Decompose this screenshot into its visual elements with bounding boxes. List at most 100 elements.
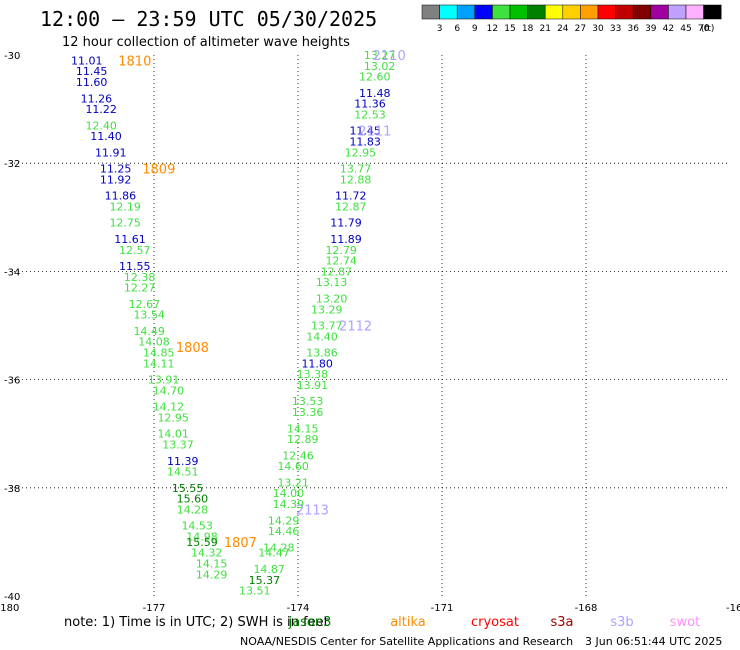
colorbar-label: 27 xyxy=(575,24,586,34)
wave-height-label: 12.75 xyxy=(109,217,141,230)
wave-height-label: 14.32 xyxy=(191,547,223,560)
y-tick-label: -36 xyxy=(4,376,20,387)
wave-height-label: 13.77 xyxy=(340,163,372,176)
colorbar-swatch xyxy=(650,4,669,20)
wave-height-label: 11.60 xyxy=(76,76,108,89)
wave-height-label: 12.89 xyxy=(287,433,319,446)
wave-height-label: 14.28 xyxy=(177,503,209,516)
wave-height-label: 14.15 xyxy=(287,422,319,435)
colorbar-swatch xyxy=(615,4,634,20)
mission-label: s3a xyxy=(550,615,573,630)
wave-height-label: 14.29 xyxy=(196,568,228,581)
wave-height-label: 13.29 xyxy=(311,303,343,316)
wave-height-label: 14.70 xyxy=(153,384,185,397)
wave-height-label: 11.45 xyxy=(76,65,108,78)
colorbar-label: 30 xyxy=(592,24,604,34)
wave-height-label: 13.02 xyxy=(364,60,396,73)
wave-height-label: 12.46 xyxy=(282,449,314,462)
colorbar-swatch xyxy=(456,4,476,20)
wave-height-label: 11.26 xyxy=(81,92,113,105)
colorbar-label: 33 xyxy=(610,24,621,34)
track-label: 2113 xyxy=(296,503,329,518)
x-tick-label: -174 xyxy=(287,603,310,614)
wave-height-label: 14.15 xyxy=(196,558,228,571)
track-labels: 1810 1809 1808 1807 2110 2111 2112 2113 xyxy=(118,49,405,551)
colorbar-swatch xyxy=(703,4,722,20)
wave-height-label: 15.55 xyxy=(172,482,204,495)
colorbar-swatch xyxy=(544,4,564,20)
x-tick-label: -177 xyxy=(143,603,166,614)
track-label: 1810 xyxy=(118,54,151,69)
wave-height-label: 11.72 xyxy=(335,190,367,203)
y-tick-label: -30 xyxy=(4,51,20,62)
chart-subtitle: 12 hour collection of altimeter wave hei… xyxy=(62,35,350,50)
colorbar-swatch xyxy=(562,4,581,20)
wave-height-label: 12.27 xyxy=(124,282,156,295)
x-tick-label: -168 xyxy=(575,603,598,614)
wave-height-label: 11.79 xyxy=(330,217,362,230)
footer-timestamp: 3 Jun 06:51:44 UTC 2025 xyxy=(585,635,722,648)
wave-height-label: 12.53 xyxy=(354,109,386,122)
wave-height-label: 13.37 xyxy=(162,439,194,452)
wave-height-label: 12.95 xyxy=(157,411,189,424)
wave-height-label: 11.22 xyxy=(85,103,117,116)
wave-height-label: 15.60 xyxy=(177,493,209,506)
chart-title: 12:00 — 23:59 UTC 05/30/2025 xyxy=(40,7,377,31)
wave-height-label: 13.51 xyxy=(239,585,271,598)
wave-height-label: 14.11 xyxy=(143,357,175,370)
wave-height-label: 15.37 xyxy=(249,574,281,587)
wave-height-label: 13.38 xyxy=(297,368,329,381)
colorbar-label: 18 xyxy=(522,24,534,34)
colorbar-swatch xyxy=(580,4,599,20)
colorbar-swatch xyxy=(509,4,528,20)
track-label: 2112 xyxy=(339,320,372,335)
track-label: 2110 xyxy=(373,49,406,64)
colorbar-swatch xyxy=(439,4,458,20)
wave-height-label: 13.91 xyxy=(148,374,180,387)
wave-height-label: 11.25 xyxy=(100,163,132,176)
wave-height-label: 11.92 xyxy=(100,173,132,186)
y-tick-label: -34 xyxy=(4,267,20,278)
x-tick-label: -165 xyxy=(726,603,740,614)
wave-height-label: 13.91 xyxy=(297,379,329,392)
colorbar-swatch xyxy=(685,4,704,20)
wave-height-label: 12.19 xyxy=(109,200,141,213)
wave-height-label: 14.12 xyxy=(153,401,185,414)
wave-height-label: 12.38 xyxy=(124,271,156,284)
colorbar-label: 24 xyxy=(557,24,569,34)
footer-credit: NOAA/NESDIS Center for Satellite Applica… xyxy=(240,635,573,648)
x-tick-label: -171 xyxy=(431,603,454,614)
mission-legend: jason3 altika cryosat s3a s3b swot xyxy=(288,615,701,630)
wave-height-label: 12.87 xyxy=(335,200,367,213)
wave-height-label: 14.01 xyxy=(157,428,189,441)
colorbar-label: 3 xyxy=(437,24,443,34)
wave-height-label: 11.39 xyxy=(167,455,199,468)
wave-height-label: 12.95 xyxy=(345,146,377,159)
colorbar-swatch xyxy=(492,4,511,20)
wave-height-label: 13.77 xyxy=(311,320,343,333)
y-tick-label: -38 xyxy=(4,484,20,495)
wave-height-label: 12.74 xyxy=(325,255,357,268)
wave-height-label: 11.48 xyxy=(359,87,391,100)
wave-height-label: 11.91 xyxy=(95,146,127,159)
wave-height-label: 14.00 xyxy=(273,487,305,500)
wave-height-label: 12.88 xyxy=(340,173,372,186)
colorbar-swatch xyxy=(527,4,546,20)
wave-height-label: 13.27 xyxy=(364,49,396,62)
colorbar-swatch xyxy=(632,4,652,20)
wave-height-label: 12.60 xyxy=(359,71,391,84)
wave-height-label: 13.21 xyxy=(277,476,309,489)
mission-label: altika xyxy=(390,615,426,630)
wave-height-label: 12.40 xyxy=(85,119,117,132)
wave-height-label: 11.55 xyxy=(119,260,151,273)
colorbar-label: 6 xyxy=(454,24,460,34)
wave-height-label: 13.36 xyxy=(292,406,324,419)
wave-height-label: 13.54 xyxy=(133,309,165,322)
wave-height-label: 11.45 xyxy=(349,125,381,138)
x-tick-label: -180 xyxy=(0,603,19,614)
mission-label: s3b xyxy=(610,615,633,630)
wave-height-label: 14.08 xyxy=(138,336,170,349)
track-label: 1807 xyxy=(224,536,257,551)
mission-label: cryosat xyxy=(471,615,519,630)
